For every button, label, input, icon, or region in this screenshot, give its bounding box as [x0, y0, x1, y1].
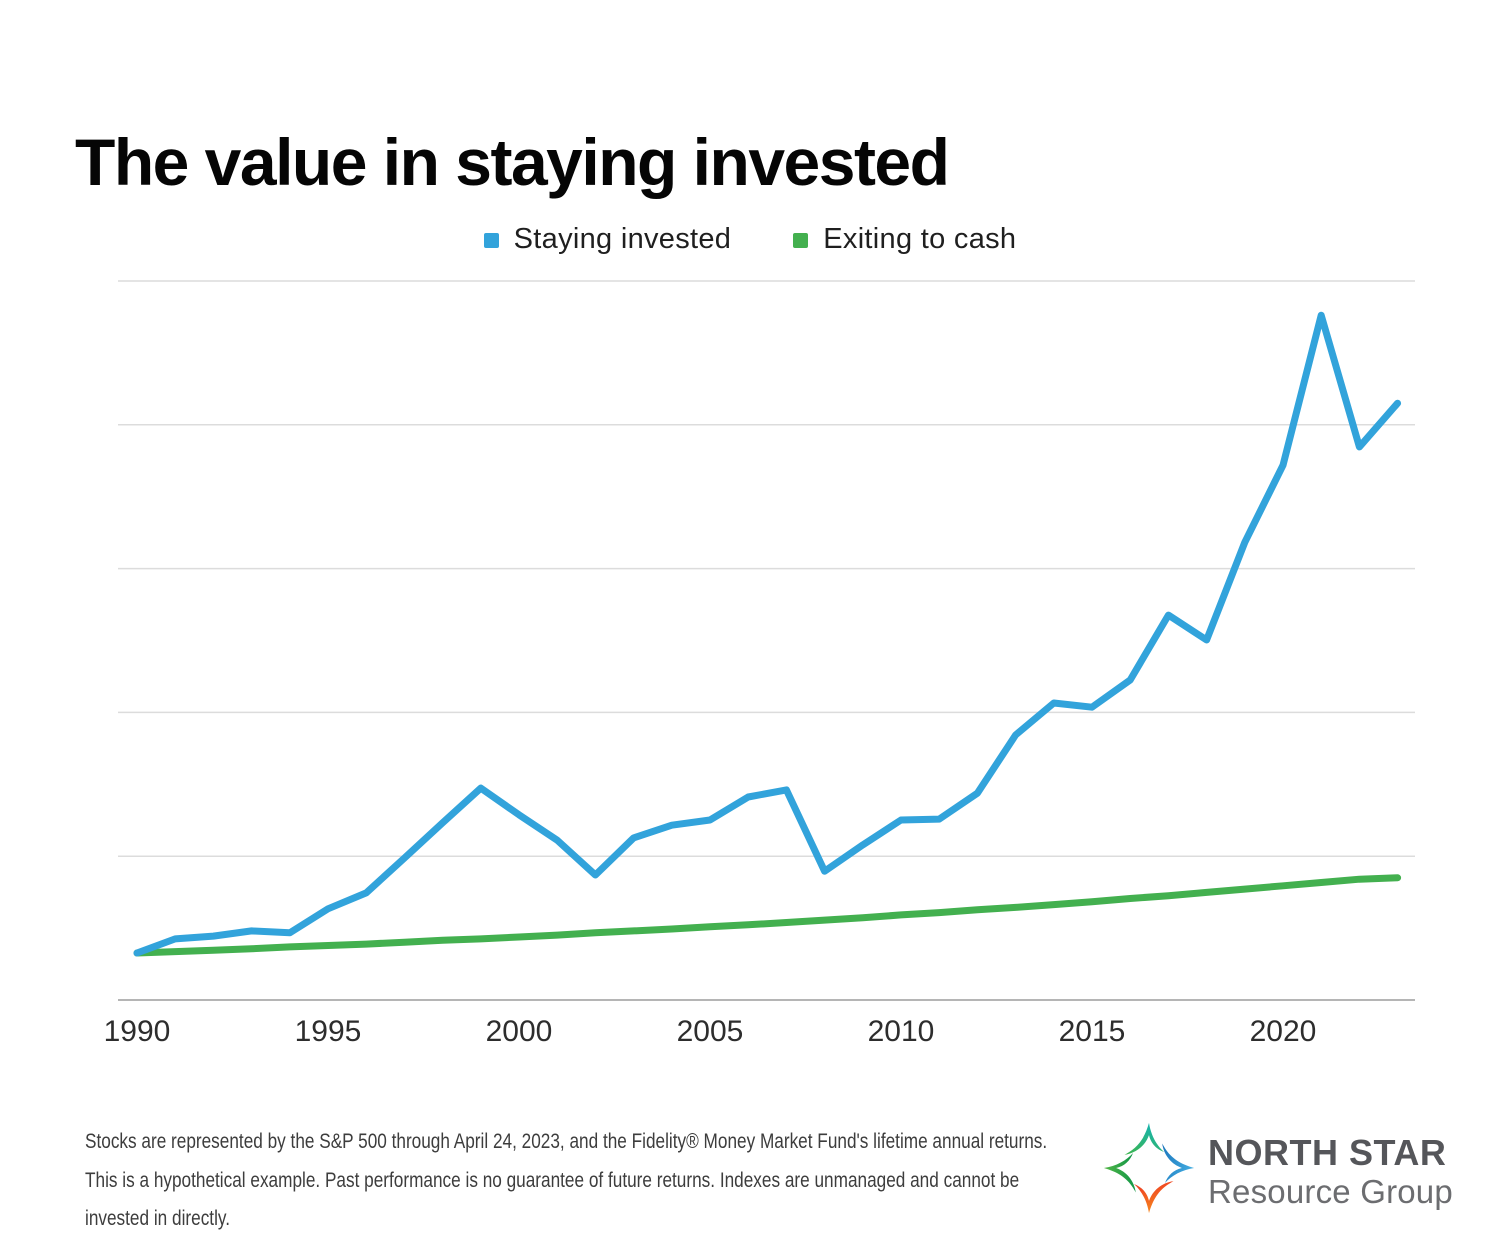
legend-label-staying-invested: Staying invested	[513, 222, 732, 255]
north-star-logo: NORTH STAR Resource Group	[1102, 1118, 1453, 1218]
legend-item-exiting-to-cash: Exiting to cash	[793, 223, 1016, 256]
logo-arm-top	[1124, 1122, 1165, 1155]
x-axis-tick-label: 1990	[104, 1015, 171, 1048]
footer-disclaimer: Stocks are represented by the S&P 500 th…	[85, 1122, 1288, 1238]
x-axis-tick-label: 2010	[868, 1015, 935, 1048]
logo-arm-bottom	[1133, 1181, 1174, 1214]
x-axis-tick-label: 2015	[1059, 1015, 1126, 1048]
logo-company-name: NORTH STAR	[1208, 1131, 1447, 1173]
logo-arm-right	[1162, 1143, 1195, 1184]
staying-invested-swatch-icon	[483, 232, 499, 248]
logo-text: NORTH STAR Resource Group	[1208, 1127, 1453, 1210]
exiting-to-cash-line	[133, 874, 1402, 957]
north-star-logo-icon	[1103, 1122, 1195, 1214]
page-title: The value in staying invested	[75, 125, 950, 200]
chart-legend: Staying invested Exiting to cash	[0, 220, 1500, 258]
disclaimer-line: Stocks are represented by the S&P 500 th…	[85, 1129, 1048, 1153]
line-chart-canvas: 1990 1995 2000 2005 2010 2015 2020	[104, 280, 1415, 1048]
logo-company-subname: Resource Group	[1208, 1172, 1453, 1210]
x-axis-tick-label: 2020	[1250, 1015, 1317, 1048]
staying-invested-line	[133, 311, 1402, 957]
disclaimer-line: invested in directly.	[85, 1206, 230, 1230]
legend-item-staying-invested: Staying invested	[483, 222, 732, 256]
x-axis-tick-label: 1995	[295, 1015, 362, 1048]
exiting-to-cash-swatch-icon	[793, 232, 809, 248]
x-axis-tick-label: 2000	[486, 1015, 553, 1048]
disclaimer-line: This is a hypothetical example. Past per…	[85, 1167, 1020, 1192]
x-axis-tick-label: 2005	[677, 1015, 744, 1048]
logo-arm-left	[1103, 1152, 1136, 1193]
legend-label-exiting-to-cash: Exiting to cash	[823, 222, 1017, 255]
